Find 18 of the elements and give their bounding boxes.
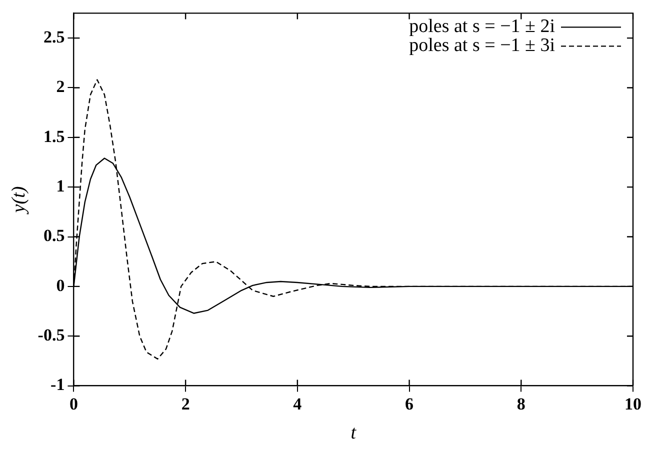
x-tick-label: 2 (181, 394, 190, 414)
x-tick-label: 10 (624, 394, 642, 414)
x-tick-label: 8 (516, 394, 526, 414)
y-tick-label: 2.5 (43, 27, 65, 46)
x-tick-label: 0 (69, 394, 78, 414)
y-tick-label: 1.5 (43, 126, 65, 146)
y-tick-label: 0 (56, 276, 65, 295)
y-tick-label: -0.5 (38, 326, 65, 345)
y-axis-title: y(t) (8, 186, 30, 215)
y-tick-label: 1 (56, 176, 65, 196)
x-tick-label: 4 (293, 394, 302, 414)
y-tick-label: -1 (50, 375, 65, 394)
legend-label: poles at s = −1 ± 2i (409, 16, 555, 38)
x-tick-label: 6 (405, 394, 414, 414)
y-tick-label: 0.5 (43, 226, 65, 246)
x-axis-title: t (350, 422, 357, 444)
legend-label: poles at s = −1 ± 3i (409, 35, 555, 56)
y-tick-label: 2 (56, 77, 65, 96)
